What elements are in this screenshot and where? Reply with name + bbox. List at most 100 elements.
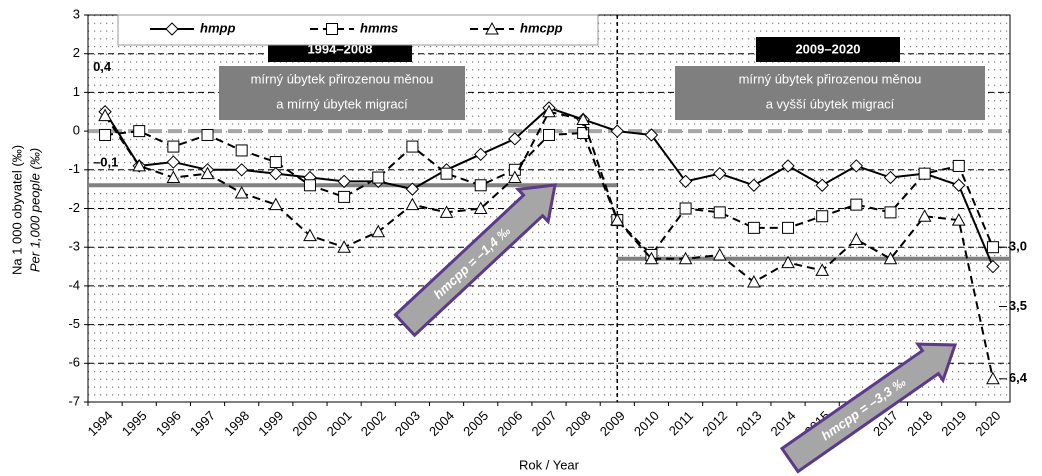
x-tick-label: 2003 (392, 408, 423, 439)
marker (747, 221, 760, 234)
x-tick-label: 2010 (631, 408, 662, 439)
x-tick-label: 1997 (187, 408, 218, 439)
marker (986, 259, 1000, 274)
marker (781, 255, 795, 269)
marker (372, 171, 385, 184)
legend-label: hmms (360, 20, 398, 35)
y-tick-label: -1 (68, 161, 80, 176)
marker (303, 228, 317, 242)
marker (986, 241, 999, 254)
y-tick-label: -6 (68, 355, 80, 370)
marker (234, 185, 249, 199)
y-tick-label: -4 (68, 277, 80, 292)
arrow-shape (393, 183, 557, 338)
x-tick-label: 2006 (494, 408, 525, 439)
y-tick-label: -7 (68, 393, 80, 408)
value-label: 3,5 (1009, 298, 1027, 313)
marker (849, 232, 864, 245)
marker (200, 166, 215, 180)
marker (644, 251, 659, 265)
period-text: a mírný úbytek migrací (276, 96, 408, 111)
marker (952, 178, 966, 192)
x-tick-label: 2009 (597, 408, 628, 439)
x-tick-label: 1994 (85, 408, 116, 439)
marker (952, 159, 965, 172)
x-tick-label: 1995 (119, 408, 150, 439)
marker (473, 147, 488, 162)
marker (371, 224, 386, 238)
x-axis-label: Rok / Year (519, 457, 580, 472)
x-tick-label: 2012 (699, 408, 730, 439)
x-tick-label: 1996 (153, 408, 184, 439)
x-tick-label: 2000 (289, 408, 320, 439)
marker (269, 156, 282, 169)
marker (542, 104, 556, 118)
legend-marker (485, 21, 499, 35)
period-label-box (756, 37, 900, 62)
marker (337, 174, 351, 189)
period-label: 2009–2020 (795, 41, 860, 56)
marker (269, 166, 283, 181)
marker (679, 202, 692, 215)
marker (440, 167, 453, 180)
marker (234, 163, 249, 177)
x-tick-label: 2013 (733, 408, 764, 439)
marker (951, 213, 966, 226)
marker (406, 140, 419, 153)
marker (986, 371, 1000, 385)
y-tick-label: -2 (68, 200, 80, 215)
marker (610, 213, 625, 226)
x-tick-label: 2004 (426, 408, 457, 439)
marker (405, 182, 420, 196)
marker (98, 108, 112, 122)
period-text: mírný úbytek přirozenou měnou (251, 71, 434, 86)
x-tick-label: 2007 (528, 408, 559, 439)
legend-marker (165, 22, 179, 36)
marker (132, 158, 147, 172)
marker (167, 140, 180, 153)
marker (133, 125, 146, 138)
marker (543, 128, 555, 141)
legend-label: hmpp (200, 20, 235, 35)
legend-label: hmcpp (520, 20, 563, 35)
y-tick-label: -5 (68, 316, 80, 331)
marker (815, 178, 829, 192)
marker (816, 210, 829, 223)
marker (508, 170, 522, 184)
x-tick-label: 2002 (358, 408, 389, 439)
x-tick-label: 2018 (904, 408, 935, 439)
value-label: 6,4 (1009, 370, 1028, 385)
marker (712, 247, 727, 261)
value-label: –0,1 (93, 154, 118, 169)
marker (268, 197, 283, 211)
period-text-box (219, 66, 465, 120)
marker (815, 263, 830, 276)
marker (577, 127, 590, 140)
marker (713, 166, 727, 181)
marker (918, 167, 931, 180)
x-tick-label: 2001 (324, 408, 355, 439)
period-text-box (675, 66, 985, 120)
y-tick-label: 2 (73, 45, 80, 60)
marker (303, 179, 316, 192)
value-label: 3,0 (1009, 239, 1027, 254)
marker (576, 112, 590, 125)
marker (99, 128, 112, 141)
x-tick-label: 1998 (221, 408, 252, 439)
x-tick-label: 2019 (938, 408, 969, 439)
marker (678, 251, 693, 265)
marker (849, 159, 864, 173)
x-tick-label: 1999 (255, 408, 286, 439)
y-tick-label: 3 (73, 6, 80, 21)
x-tick-label: 2014 (768, 408, 799, 439)
y-axis-label: Na 1 000 obyvatel (‰) (9, 145, 24, 275)
marker (474, 179, 487, 192)
value-label: 0,4 (93, 59, 112, 74)
period-text: a vyšší úbytek migrací (766, 96, 895, 111)
marker (781, 159, 795, 173)
marker (166, 170, 181, 184)
marker (405, 197, 420, 211)
marker (747, 274, 761, 288)
marker (678, 174, 693, 189)
